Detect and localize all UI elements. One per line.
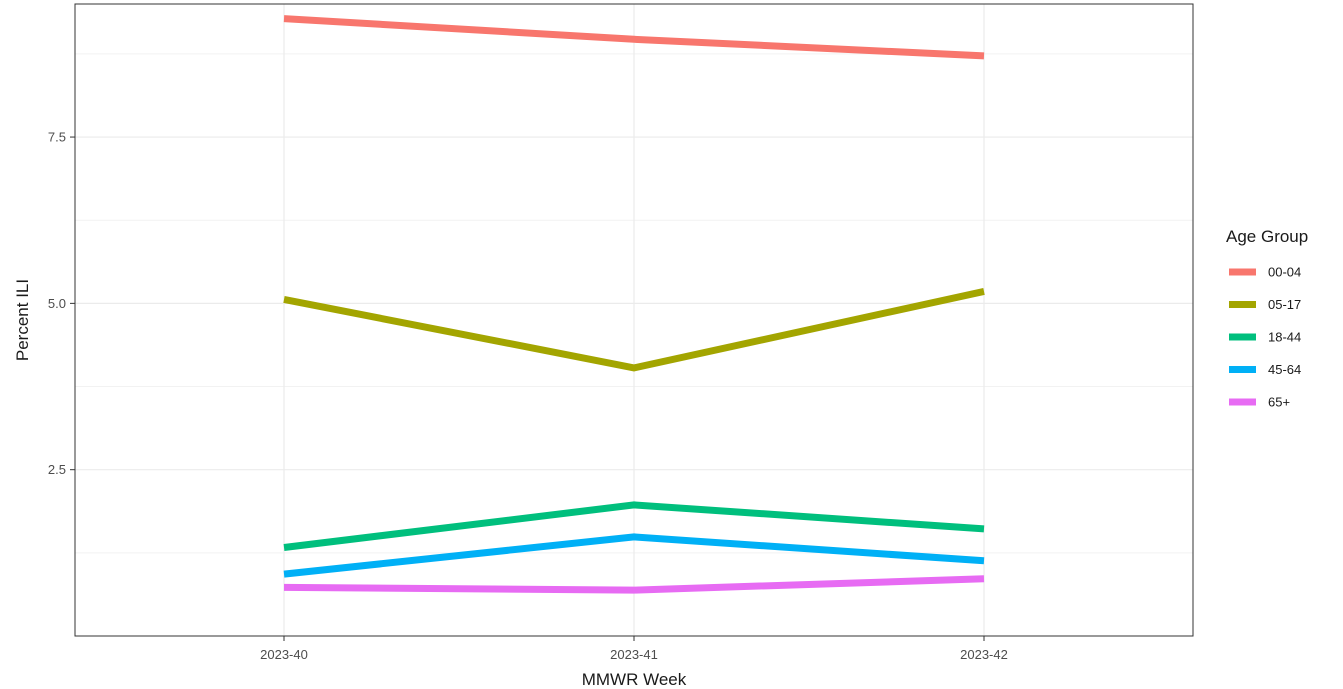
y-tick-label: 5.0	[48, 296, 66, 311]
x-tick-label: 2023-41	[610, 647, 658, 662]
x-tick-label: 2023-40	[260, 647, 308, 662]
legend: Age Group 00-04 05-17 18-44 45-64 65+	[1226, 227, 1308, 410]
y-tick-label: 2.5	[48, 462, 66, 477]
grid-major	[75, 4, 1193, 636]
y-axis: 2.5 5.0 7.5	[48, 130, 75, 477]
x-axis-title: MMWR Week	[582, 670, 687, 689]
x-axis: 2023-40 2023-41 2023-42	[260, 636, 1008, 662]
series-line-65+	[283, 575, 985, 594]
legend-label-00-04: 00-04	[1268, 265, 1301, 280]
series-lines	[283, 15, 985, 594]
legend-title: Age Group	[1226, 227, 1308, 246]
legend-label-18-44: 18-44	[1268, 330, 1301, 345]
legend-label-65+: 65+	[1268, 395, 1290, 410]
y-axis-title: Percent ILI	[13, 279, 32, 361]
series-line-00-04	[283, 15, 985, 60]
series-line-18-44	[283, 501, 985, 551]
y-tick-label: 7.5	[48, 130, 66, 145]
series-line-05-17	[283, 287, 985, 372]
series-line-45-64	[283, 533, 985, 578]
legend-label-05-17: 05-17	[1268, 297, 1301, 312]
legend-label-45-64: 45-64	[1268, 362, 1301, 377]
x-tick-label: 2023-42	[960, 647, 1008, 662]
